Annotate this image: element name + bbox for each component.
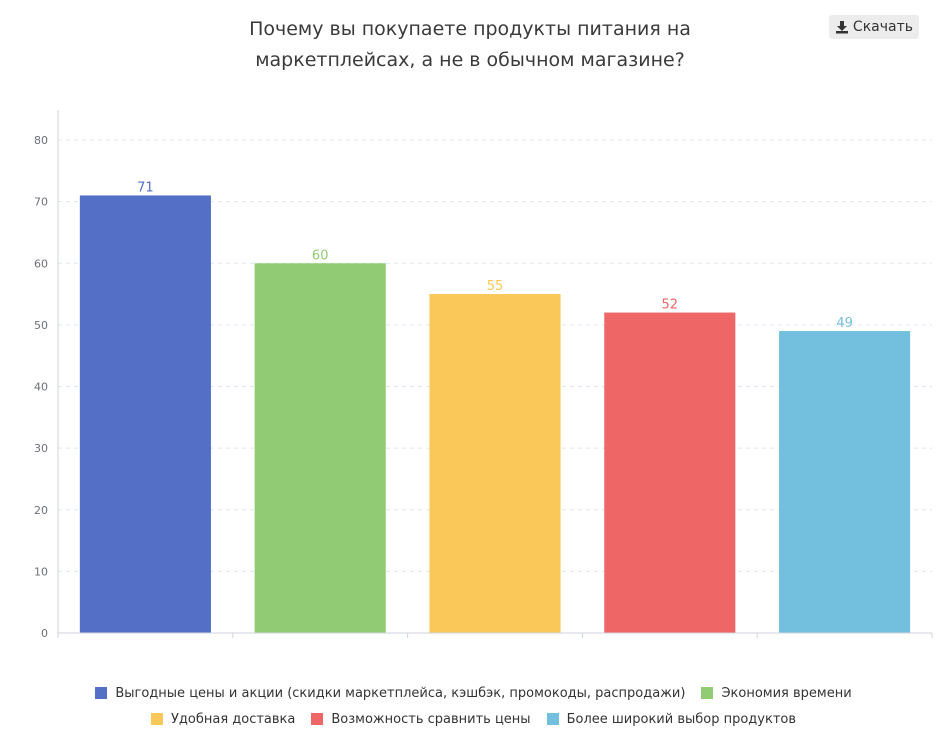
legend-swatch <box>150 713 163 725</box>
download-label: Скачать <box>852 19 913 35</box>
bar[interactable] <box>604 312 736 633</box>
legend-item[interactable]: Более широкий выбор продуктов <box>546 711 797 727</box>
legend-label: Более широкий выбор продуктов <box>566 711 797 727</box>
y-tick-label: 60 <box>34 257 48 270</box>
data-label: 71 <box>137 180 154 195</box>
legend-label: Выгодные цены и акции (скидки маркетплей… <box>115 685 686 701</box>
legend-swatch <box>95 687 108 699</box>
download-icon <box>835 21 848 34</box>
legend-item[interactable]: Экономия времени <box>701 685 852 701</box>
x-axis <box>57 632 933 638</box>
bars <box>79 195 911 633</box>
legend-swatch <box>546 713 559 725</box>
y-tick-label: 10 <box>34 565 48 578</box>
y-tick-label: 30 <box>34 442 48 455</box>
legend-swatch <box>311 713 324 725</box>
data-label: 55 <box>487 279 504 294</box>
data-label: 49 <box>836 316 853 331</box>
bar[interactable] <box>79 195 211 633</box>
legend-row: Выгодные цены и акции (скидки маркетплей… <box>0 680 947 706</box>
y-tick-label: 80 <box>34 134 48 147</box>
data-label: 60 <box>312 248 329 263</box>
y-tick-label: 20 <box>34 504 48 517</box>
legend: Выгодные цены и акции (скидки маркетплей… <box>0 680 947 732</box>
data-label: 52 <box>662 298 679 313</box>
legend-label: Возможность сравнить цены <box>331 711 531 727</box>
legend-label: Удобная доставка <box>170 711 296 727</box>
bar[interactable] <box>254 263 386 633</box>
legend-row: Удобная доставка Возможность сравнить цен… <box>0 706 947 732</box>
y-tick-label: 40 <box>34 381 48 394</box>
y-tick-label: 0 <box>41 627 48 640</box>
chart-title-line-1: Почему вы покупаете продукты питания на <box>249 18 691 40</box>
data-labels: 71 60 55 52 49 <box>137 180 853 331</box>
bar[interactable] <box>429 294 561 633</box>
y-axis: 0 10 20 30 40 50 60 70 80 <box>34 110 59 640</box>
legend-item[interactable]: Возможность сравнить цены <box>311 711 531 727</box>
bar-chart: 0 10 20 30 40 50 60 70 80 71 60 55 52 49 <box>34 110 933 640</box>
legend-label: Экономия времени <box>721 685 852 701</box>
legend-item[interactable]: Удобная доставка <box>150 711 296 727</box>
download-button[interactable]: Скачать <box>828 15 919 39</box>
legend-item[interactable]: Выгодные цены и акции (скидки маркетплей… <box>95 686 685 701</box>
y-tick-label: 50 <box>34 319 48 332</box>
bar[interactable] <box>779 331 911 633</box>
chart-title: Почему вы покупаете продукты питания на … <box>150 14 790 76</box>
y-tick-label: 70 <box>34 196 48 209</box>
legend-swatch <box>701 687 714 699</box>
chart-title-line-2: маркетплейсах, а не в обычном магазине? <box>255 49 685 71</box>
